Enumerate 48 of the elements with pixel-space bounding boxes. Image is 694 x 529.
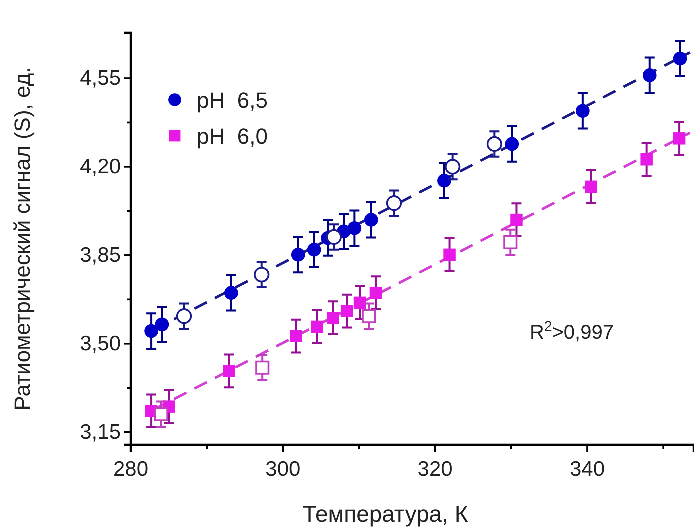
y-tick-label: 4,20 [80,156,121,179]
point [291,248,306,262]
point [340,305,354,318]
annotation: R$^{2}$>0,997 [530,318,614,344]
legend-label: pH 6,5 [197,88,268,113]
point [254,267,270,283]
point [504,236,518,250]
y-tick-label: 3,15 [80,421,121,444]
point [354,296,366,310]
point [444,248,456,262]
point [640,154,653,166]
point [386,196,402,212]
point [176,308,192,324]
point [348,221,362,236]
x-tick-label: 280 [113,458,149,481]
point [224,286,238,300]
y-tick-label: 3,50 [80,332,121,356]
point [154,407,168,422]
point [370,286,382,300]
point [326,229,342,246]
point [155,318,170,332]
point [673,132,686,145]
point [290,330,302,342]
point [327,312,340,324]
y-tick-label: 3,85 [80,244,121,268]
point [505,137,520,152]
point [256,360,270,375]
point [445,159,461,175]
x-tick-label: 300 [266,458,301,481]
y-tick-label: 4,55 [80,67,121,90]
x-tick-label: 320 [418,458,453,481]
point [576,104,590,118]
point [510,214,523,226]
point [223,365,236,378]
point [642,68,657,82]
point [311,320,324,334]
point [307,242,322,257]
point [438,174,452,188]
point [486,136,502,152]
point [362,309,376,324]
x-axis-title: Температура, К [302,501,469,527]
point [144,324,158,338]
x-tick-label: 340 [570,458,606,481]
legend-label: pH 6,0 [197,124,268,149]
y-axis-title: Ратиометрический сигнал (S), ед. [10,67,35,411]
point [364,213,378,227]
point [673,52,688,66]
point [585,180,598,194]
